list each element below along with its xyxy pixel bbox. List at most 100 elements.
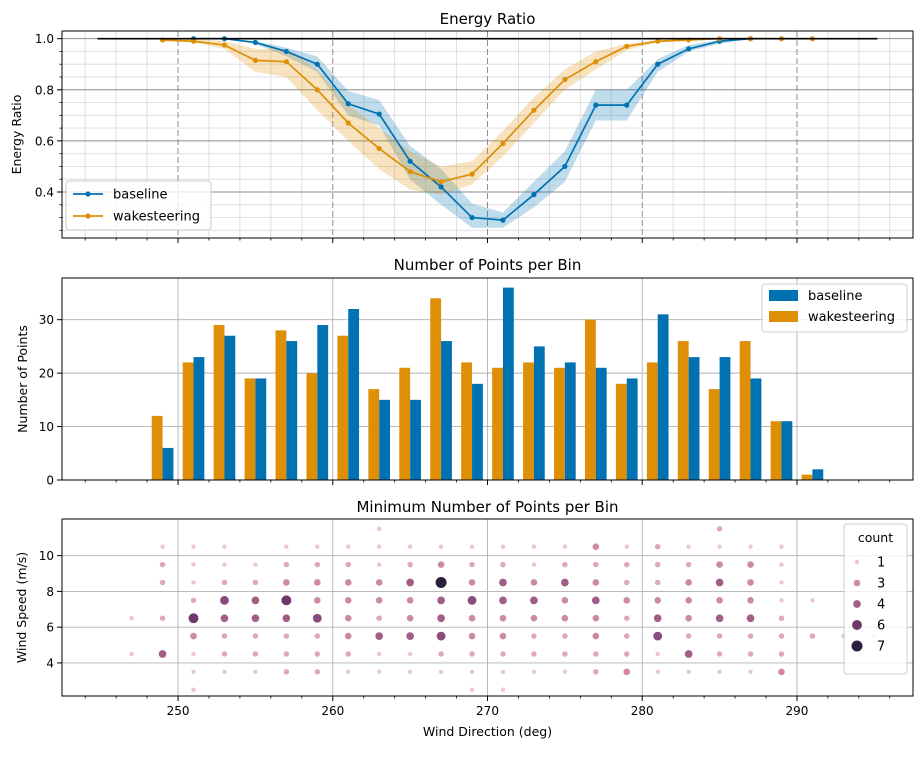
count-dot — [345, 561, 351, 568]
count-dot — [624, 633, 630, 639]
count-dot — [191, 544, 196, 549]
baseline-bar — [595, 367, 607, 480]
wakesteering-bar — [306, 373, 318, 480]
count-dot — [190, 597, 197, 604]
count-dot — [344, 579, 352, 586]
count-dot — [314, 579, 321, 586]
count-dot — [746, 614, 755, 623]
count-dot — [345, 651, 351, 657]
count-dot — [314, 597, 321, 604]
points-per-bin-ylabel: Number of Points — [15, 325, 30, 433]
count-dot — [376, 526, 382, 532]
wakesteering-bar — [677, 341, 689, 480]
count-dot — [159, 615, 166, 621]
wakesteering-point — [593, 59, 599, 65]
points-per-bin-title: Number of Points per Bin — [394, 256, 582, 274]
count-dot — [653, 614, 662, 623]
wakesteering-point — [283, 59, 289, 65]
count-dot — [252, 633, 259, 639]
baseline-point — [655, 61, 661, 67]
count-dot — [191, 687, 196, 692]
baseline-bar — [193, 357, 205, 480]
count-dot — [623, 668, 631, 676]
count-dot — [592, 579, 600, 586]
count-dot — [685, 614, 692, 622]
wakesteering-bar — [646, 362, 658, 480]
count-dot — [624, 615, 630, 621]
baseline-bar — [688, 357, 700, 480]
wakesteering-bar — [523, 362, 534, 480]
count-dot — [686, 669, 691, 675]
count-dot — [531, 651, 537, 657]
wakesteering-bar — [430, 298, 442, 480]
count-dot — [499, 596, 507, 605]
wakesteering-bar — [244, 378, 256, 480]
legend-wakesteering-label: wakesteering — [808, 310, 895, 325]
count-dot — [810, 598, 815, 603]
wakesteering-point — [500, 140, 506, 147]
count-dot — [655, 651, 660, 657]
legend-baseline-label: baseline — [808, 289, 862, 304]
count-dot — [623, 597, 631, 604]
count-dot — [376, 544, 382, 549]
count-dot — [468, 614, 476, 622]
legend-frame — [761, 283, 908, 333]
legend-title: count — [858, 530, 893, 545]
baseline-confidence-band — [193, 38, 751, 228]
count-dot — [376, 669, 382, 675]
count-dot — [592, 632, 600, 640]
energy-ratio-legend: baseline wakesteering — [65, 180, 212, 231]
y-tick-label: 0.4 — [35, 186, 54, 200]
energy-ratio-panel: 0.4 0.6 0.8 1.0 Energy Ratio Energy Ratio b… — [9, 10, 914, 243]
count-dot — [499, 632, 507, 640]
count-dot — [747, 561, 754, 568]
count-dot — [624, 651, 630, 657]
count-dot — [220, 595, 229, 605]
count-dot — [375, 597, 383, 604]
baseline-point — [531, 191, 537, 198]
count-dot — [435, 576, 447, 588]
count-dot — [747, 579, 754, 586]
count-dot — [531, 562, 537, 567]
count-dot — [376, 651, 382, 657]
count-dot — [561, 597, 569, 604]
wakesteering-bar — [275, 330, 287, 480]
wakesteering-bar — [151, 415, 163, 480]
count-dot — [747, 651, 754, 657]
wakesteering-point — [655, 38, 661, 44]
count-dot — [159, 579, 166, 586]
legend-count-label: 6 — [877, 619, 885, 634]
count-dot — [283, 579, 290, 586]
count-dot — [467, 595, 477, 605]
legend-wakesteering-swatch — [769, 311, 798, 322]
y-tick-label: 20 — [39, 367, 54, 381]
y-tick-label: 6 — [46, 621, 54, 635]
min-points-title: Minimum Number of Points per Bin — [356, 498, 618, 516]
count-dot — [654, 543, 661, 550]
count-dot — [188, 613, 199, 624]
baseline-bar — [348, 308, 360, 480]
energy-ratio-yticks: 0.4 0.6 0.8 1.0 — [35, 32, 62, 231]
count-dot — [500, 544, 506, 549]
y-tick-label: 10 — [39, 549, 54, 563]
baseline-bar — [379, 399, 391, 480]
wakesteering-point — [252, 57, 259, 63]
baseline-point — [593, 102, 599, 108]
count-dot — [158, 650, 167, 658]
wakesteering-bar — [213, 325, 225, 480]
wakesteering-point — [407, 168, 413, 175]
count-dot — [283, 561, 290, 568]
baseline-point — [407, 158, 413, 164]
count-dot — [716, 561, 723, 568]
count-dot — [779, 580, 784, 585]
legend-count-label: 1 — [877, 556, 885, 571]
count-dot — [778, 668, 785, 676]
count-dot — [436, 631, 446, 641]
count-dot — [715, 578, 724, 587]
count-dot — [406, 614, 414, 622]
count-dot — [407, 561, 413, 568]
points-per-bin-axes-frame — [61, 277, 914, 481]
points-per-bin-yticks: 0 10 20 30 — [39, 313, 62, 488]
wakesteering-bar — [337, 335, 349, 480]
